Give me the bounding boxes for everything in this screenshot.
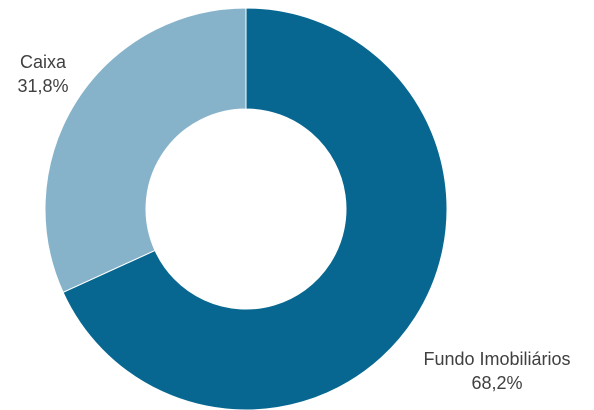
donut-slice-caixa bbox=[44, 7, 247, 293]
slice-label-fundo-imobiliarios: Fundo Imobiliários bbox=[423, 349, 570, 369]
donut-slice-fundo-imobiliarios bbox=[62, 7, 448, 410]
slice-value-caixa: 31,8% bbox=[17, 76, 68, 96]
donut-slices bbox=[44, 7, 448, 410]
slice-value-fundo-imobiliarios: 68,2% bbox=[471, 373, 522, 393]
slice-label-caixa: Caixa bbox=[20, 52, 67, 72]
